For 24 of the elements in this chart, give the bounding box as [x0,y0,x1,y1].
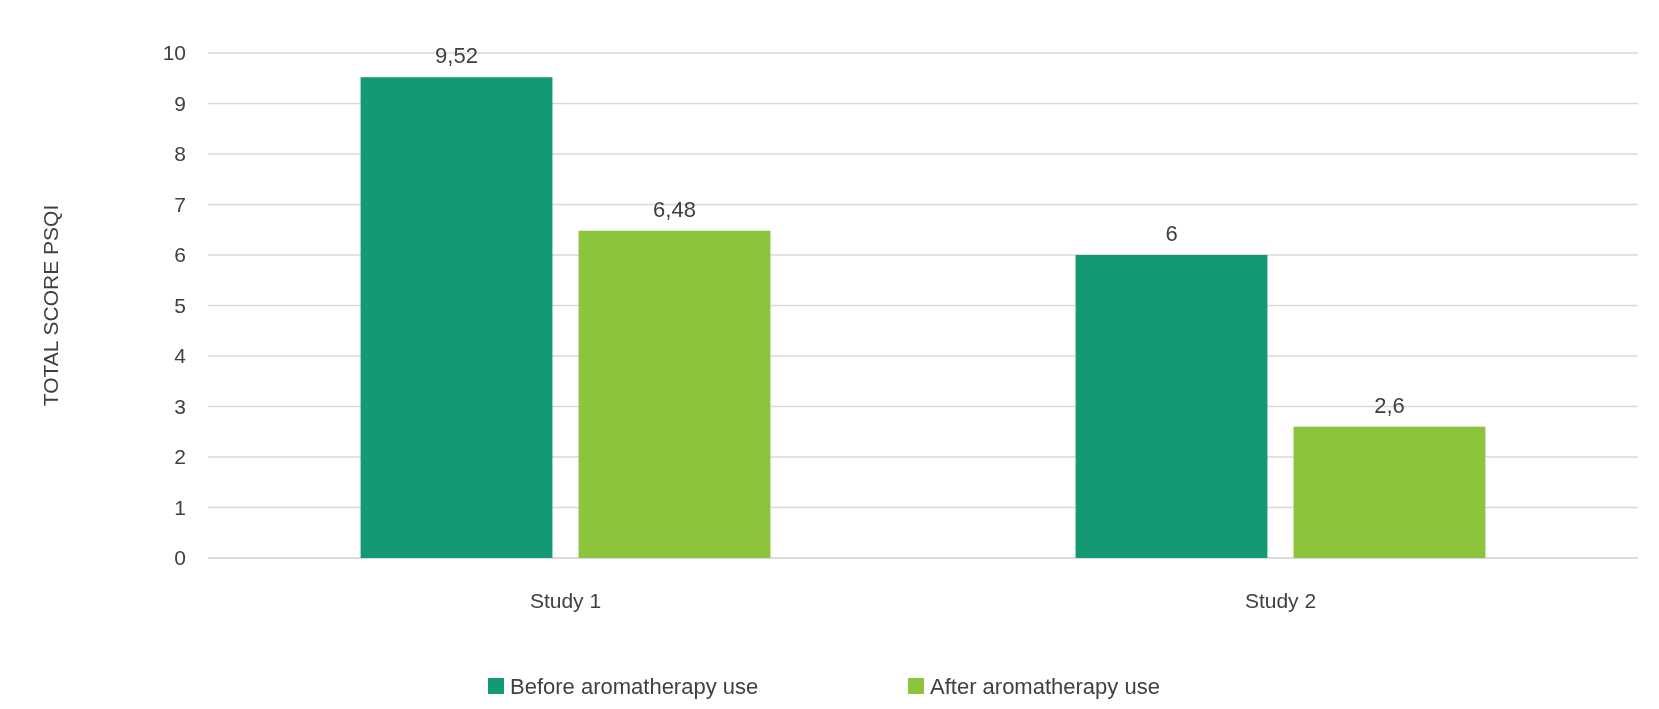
y-tick-label: 9 [174,91,186,115]
bar [578,230,771,558]
legend-label: Before aromatherapy use [510,674,759,699]
bar [1075,255,1268,558]
y-tick-label: 2 [174,445,186,469]
data-label: 6 [1165,221,1178,246]
x-tick-label: Study 1 [529,589,602,612]
y-tick-label: 10 [162,41,186,65]
y-tick-label: 3 [174,394,186,418]
y-tick-label: 7 [174,192,186,216]
data-label: 6,48 [653,196,696,222]
x-tick-label: Study 2 [1244,589,1317,612]
y-tick-label: 0 [174,546,186,570]
bar [1293,426,1486,558]
bar [360,77,553,558]
data-label: 9,52 [435,43,478,69]
y-tick-label: 4 [174,344,187,368]
legend-label: After aromatherapy use [930,674,1160,699]
y-axis-title: TOTAL SCORE PSQI [39,204,62,407]
y-tick-label: 1 [174,495,186,519]
y-tick-label: 8 [174,142,186,166]
y-tick-label: 6 [174,243,186,267]
y-tick-label: 5 [174,293,186,317]
data-label: 2,6 [1374,392,1405,418]
